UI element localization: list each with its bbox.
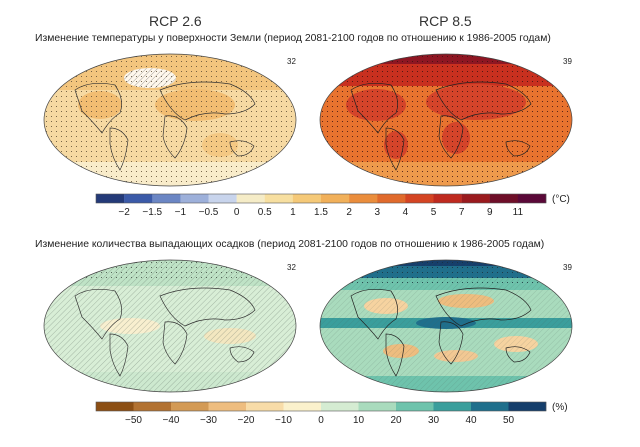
precipitation-rcp85-model-count: 39 bbox=[563, 263, 572, 272]
precipitation-colorbar-swatch bbox=[433, 402, 472, 411]
precipitation-colorbar-tick-label: 0 bbox=[318, 415, 324, 426]
temperature-colorbar-tick-label: 1.5 bbox=[314, 207, 328, 218]
continent-outline bbox=[350, 81, 532, 171]
precipitation-colorbar-tick-label: −30 bbox=[200, 415, 217, 426]
temperature-colorbar-swatch bbox=[517, 194, 547, 203]
temperature-colorbar-swatch bbox=[208, 194, 237, 203]
precipitation-rcp26-map: 32 bbox=[43, 259, 296, 393]
precipitation-colorbar-swatch bbox=[283, 402, 322, 411]
precipitation-colorbar-swatch bbox=[471, 402, 509, 411]
temperature-colorbar-swatch bbox=[292, 194, 322, 203]
temperature-section-title: Изменение температуры у поверхности Земл… bbox=[35, 33, 551, 44]
precipitation-unit-label: (%) bbox=[552, 402, 568, 413]
temperature-rcp85-model-count: 39 bbox=[563, 57, 572, 66]
temperature-rcp26-model-count: 32 bbox=[287, 57, 296, 66]
continent-outline bbox=[74, 81, 256, 171]
precipitation-colorbar-tick-label: 40 bbox=[465, 415, 477, 426]
precipitation-colorbar-tick-label: −50 bbox=[125, 415, 142, 426]
temperature-colorbar-swatch bbox=[236, 194, 265, 203]
precipitation-colorbar-swatch bbox=[396, 402, 434, 411]
precipitation-colorbar-swatch bbox=[321, 402, 359, 411]
temperature-colorbar-swatch bbox=[152, 194, 181, 203]
precipitation-colorbar-swatch bbox=[171, 402, 209, 411]
temperature-colorbar-tick-label: 9 bbox=[487, 207, 493, 218]
precipitation-section-title: Изменение количества выпадающих осадков … bbox=[35, 239, 545, 250]
precipitation-colorbar-border bbox=[95, 401, 547, 412]
temperature-colorbar-swatch bbox=[433, 194, 462, 203]
temperature-colorbar-tick-label: 5 bbox=[431, 207, 437, 218]
temperature-colorbar-tick-label: 3 bbox=[374, 207, 380, 218]
temperature-colorbar-tick-label: 4 bbox=[403, 207, 409, 218]
temperature-colorbar-swatch bbox=[405, 194, 434, 203]
precipitation-colorbar-swatch bbox=[133, 402, 172, 411]
temperature-colorbar-tick-label: 0 bbox=[234, 207, 240, 218]
precipitation-colorbar-tick-label: 20 bbox=[390, 415, 402, 426]
temperature-colorbar-swatch bbox=[180, 194, 209, 203]
temperature-colorbar-tick-label: −0.5 bbox=[199, 207, 219, 218]
precipitation-colorbar-tick-label: −40 bbox=[163, 415, 180, 426]
temperature-colorbar-swatch bbox=[264, 194, 294, 203]
precipitation-colorbar-swatch bbox=[358, 402, 397, 411]
temperature-unit-label: (°C) bbox=[552, 194, 570, 205]
temperature-colorbar-swatch bbox=[321, 194, 350, 203]
precipitation-colorbar-swatch bbox=[208, 402, 247, 411]
precipitation-rcp26-model-count: 32 bbox=[287, 263, 296, 272]
temperature-rcp85-map: 39 bbox=[319, 53, 572, 187]
continent-outline bbox=[74, 287, 256, 377]
precipitation-colorbar-tick-label: −10 bbox=[275, 415, 292, 426]
continent-outline bbox=[350, 287, 532, 377]
temperature-rcp26-map: 32 bbox=[43, 53, 296, 187]
precipitation-colorbar-swatch bbox=[246, 402, 284, 411]
temperature-colorbar-tick-label: −1.5 bbox=[142, 207, 162, 218]
precipitation-colorbar-swatch bbox=[508, 402, 547, 411]
temperature-colorbar-swatch bbox=[124, 194, 153, 203]
temperature-colorbar-tick-label: 0.5 bbox=[258, 207, 272, 218]
precipitation-colorbar-tick-label: −20 bbox=[238, 415, 255, 426]
scenario-rcp85-label: RCP 8.5 bbox=[419, 13, 472, 29]
precipitation-colorbar-tick-label: 50 bbox=[503, 415, 515, 426]
temperature-colorbar-tick-label: 1 bbox=[290, 207, 296, 218]
temperature-colorbar-swatch bbox=[461, 194, 490, 203]
precipitation-colorbar-tick-label: 10 bbox=[353, 415, 365, 426]
temperature-colorbar-tick-label: −1 bbox=[175, 207, 187, 218]
temperature-colorbar-swatch bbox=[96, 194, 125, 203]
temperature-colorbar-tick-label: 2 bbox=[346, 207, 352, 218]
scenario-rcp26-label: RCP 2.6 bbox=[149, 13, 202, 29]
temperature-colorbar-swatch bbox=[489, 194, 519, 203]
temperature-colorbar-border bbox=[95, 193, 547, 204]
temperature-colorbar-tick-label: 7 bbox=[459, 207, 465, 218]
temperature-colorbar-tick-label: 11 bbox=[513, 207, 524, 218]
temperature-colorbar-tick-label: −2 bbox=[118, 207, 130, 218]
temperature-colorbar-swatch bbox=[349, 194, 378, 203]
precipitation-colorbar-swatch bbox=[96, 402, 134, 411]
temperature-colorbar: −2 −1.5 −1 −0.5 0 0.5 1 1.5 2 3 4 5 7 9 11 bbox=[95, 193, 547, 218]
precipitation-colorbar-tick-label: 30 bbox=[428, 415, 440, 426]
precipitation-colorbar: −50 −40 −30 −20 −10 0 10 20 30 40 50 bbox=[95, 401, 547, 426]
precipitation-rcp85-map: 39 bbox=[319, 259, 572, 393]
temperature-colorbar-swatch bbox=[377, 194, 406, 203]
